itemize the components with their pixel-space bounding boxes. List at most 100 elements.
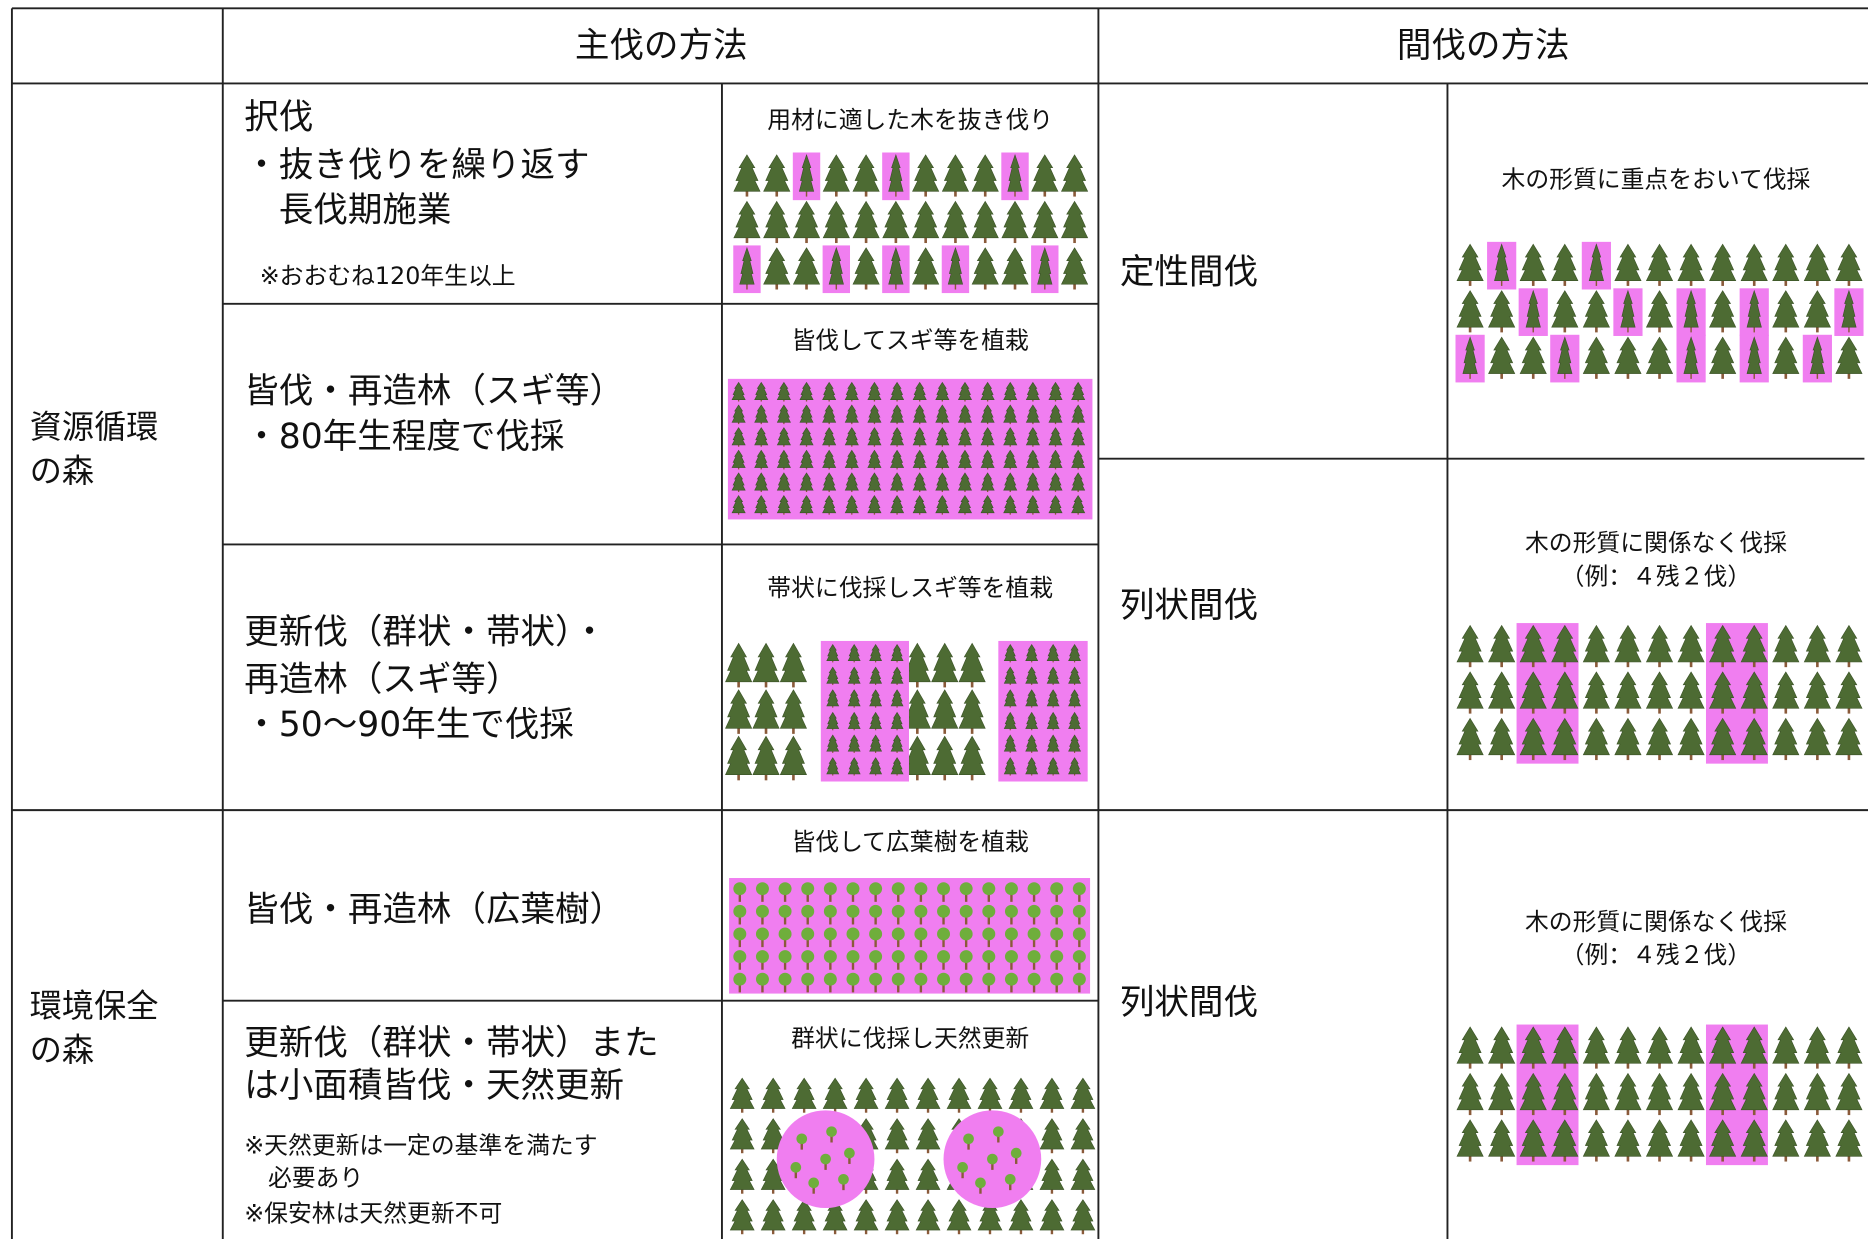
tree	[882, 200, 910, 239]
tree	[822, 381, 837, 400]
tree-trunk	[1658, 325, 1661, 333]
tree	[1003, 427, 1018, 446]
tree	[1462, 336, 1478, 374]
tree-trunk	[737, 443, 740, 447]
tree-trunk	[835, 236, 838, 244]
tree	[946, 1199, 972, 1231]
tree	[1050, 904, 1064, 918]
tree	[1003, 381, 1018, 400]
tree	[912, 495, 927, 514]
tree	[935, 404, 950, 423]
tree-trunk	[1563, 325, 1567, 333]
tree-trunk	[1658, 1062, 1661, 1069]
tree-trunk	[926, 1188, 930, 1194]
tree	[844, 427, 859, 446]
tree-trunk	[1073, 283, 1076, 290]
tree	[823, 927, 837, 941]
tree-trunk	[1078, 891, 1081, 902]
tree-trunk	[1078, 982, 1081, 993]
tree	[867, 404, 882, 423]
tree-trunk	[896, 443, 898, 447]
tree	[733, 927, 747, 941]
tree-trunk	[738, 982, 742, 993]
tree	[1519, 1072, 1547, 1111]
tree-trunk	[1784, 1155, 1788, 1162]
tree	[1835, 1119, 1863, 1157]
tree-trunk	[741, 1107, 744, 1113]
tree-trunk	[1690, 372, 1692, 379]
tree	[1025, 472, 1040, 491]
tree-trunk	[828, 443, 830, 447]
tree	[1772, 1026, 1800, 1064]
tree	[1025, 734, 1039, 752]
tree	[1551, 671, 1579, 709]
tree-trunk	[988, 1107, 992, 1113]
tree-trunk	[828, 398, 830, 402]
tree	[1068, 689, 1082, 707]
tree	[844, 449, 859, 468]
tree	[891, 904, 905, 918]
tree	[957, 495, 973, 514]
tree	[903, 735, 931, 776]
tree-trunk	[1054, 421, 1057, 425]
tree-trunk	[896, 466, 898, 470]
tree-trunk	[987, 891, 990, 902]
tree	[1068, 666, 1082, 684]
tree	[799, 495, 814, 514]
tree-trunk	[761, 891, 764, 902]
tree-trunk	[771, 1188, 775, 1194]
tree	[1037, 246, 1053, 285]
tree	[1519, 336, 1547, 374]
tree	[852, 154, 880, 192]
tree-trunk	[851, 511, 853, 515]
tree	[958, 689, 986, 729]
tree	[957, 1162, 968, 1173]
tree	[890, 495, 905, 514]
tree	[1551, 290, 1579, 328]
highlight	[998, 640, 1088, 782]
tree-trunk	[1468, 1062, 1472, 1069]
tree	[1772, 624, 1800, 663]
tree	[869, 734, 883, 752]
tree-trunk	[964, 936, 968, 948]
tree	[1060, 154, 1089, 192]
tree	[869, 904, 883, 918]
tree	[931, 642, 959, 683]
tree	[729, 1199, 755, 1231]
tree	[1551, 1026, 1579, 1064]
tree	[755, 904, 769, 918]
tree	[733, 200, 761, 239]
tree	[822, 495, 837, 514]
tree-trunk	[851, 443, 853, 447]
tree-trunk	[1563, 1155, 1567, 1162]
tree-trunk	[806, 982, 809, 993]
tree	[1004, 904, 1018, 918]
tree	[1072, 904, 1086, 918]
tree	[869, 666, 883, 684]
tree	[1025, 449, 1040, 468]
tree	[1003, 643, 1017, 662]
tree	[847, 666, 861, 684]
tree	[890, 689, 904, 707]
tree	[754, 472, 769, 491]
tree-trunk	[824, 1161, 827, 1170]
tree	[1772, 671, 1800, 709]
tree	[1614, 624, 1642, 663]
tree-trunk	[1721, 279, 1724, 286]
tree-trunk	[919, 936, 923, 948]
tree-trunk	[924, 190, 927, 197]
tree-trunk	[1468, 279, 1472, 286]
tree-trunk	[964, 466, 966, 470]
tree-trunk	[1050, 1188, 1054, 1194]
tree-trunk	[851, 421, 853, 425]
tree	[884, 1077, 910, 1109]
tree-trunk	[1054, 466, 1057, 470]
tree-trunk	[1055, 959, 1058, 970]
tree	[823, 972, 837, 986]
tree	[975, 1177, 986, 1189]
tree	[801, 904, 815, 918]
tree-trunk	[1563, 753, 1567, 761]
tree	[822, 472, 837, 491]
tree-trunk	[800, 1141, 803, 1150]
